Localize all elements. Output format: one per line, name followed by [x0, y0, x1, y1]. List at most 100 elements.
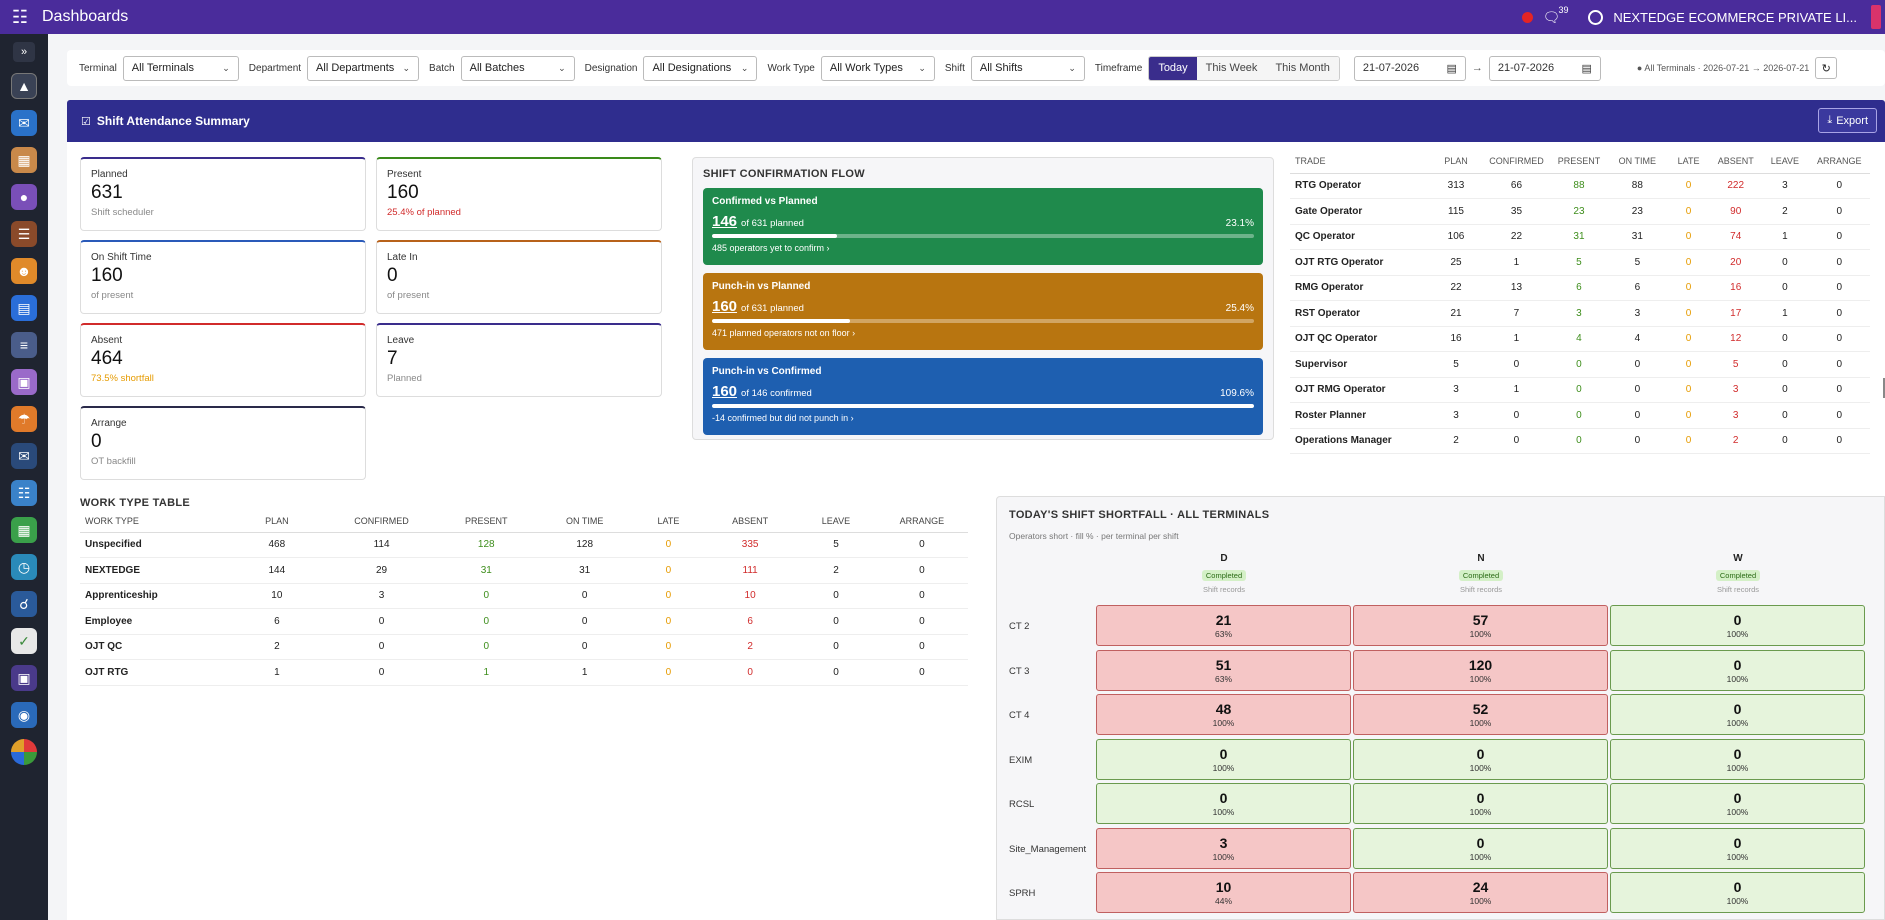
sliders-icon[interactable]: ≡ — [11, 332, 37, 358]
globe-icon[interactable]: ◉ — [11, 702, 37, 728]
refresh-icon[interactable]: ↻ — [1815, 57, 1838, 79]
flow-card-note[interactable]: -14 confirmed but did not punch in › — [712, 413, 854, 423]
document-icon[interactable]: ☰ — [11, 221, 37, 247]
flow-card-punchin-vs-confirmed[interactable]: Punch-in vs Confirmed 160 of 146 confirme… — [703, 358, 1263, 435]
scrollbar-thumb[interactable] — [1883, 378, 1885, 398]
column-header[interactable]: LATE — [632, 510, 705, 533]
table-row[interactable]: NEXTEDGE 144 29 31 31 0 111 2 0 — [80, 557, 968, 584]
shortfall-cell[interactable]: 21 63% — [1096, 605, 1351, 646]
batch-select[interactable]: All Batches ⌄ — [460, 55, 575, 81]
table-row[interactable]: Supervisor 5 0 0 0 0 5 0 0 — [1290, 351, 1870, 378]
shortfall-cell[interactable]: 52 100% — [1353, 694, 1608, 735]
column-header[interactable]: LEAVE — [796, 510, 876, 533]
report-icon[interactable]: ☷ — [11, 480, 37, 506]
table-row[interactable]: Gate Operator 115 35 23 23 0 90 2 0 — [1290, 198, 1870, 225]
table-row[interactable]: Unspecified 468 114 128 128 0 335 5 0 — [80, 532, 968, 558]
flow-card-punchin-vs-planned[interactable]: Punch-in vs Planned 160 of 631 planned 25… — [703, 273, 1263, 350]
table-row[interactable]: RST Operator 21 7 3 3 0 17 1 0 — [1290, 300, 1870, 327]
team-icon[interactable]: ● — [11, 184, 37, 210]
flow-card-value[interactable]: 160 — [712, 383, 738, 400]
column-header[interactable]: LATE — [1667, 150, 1711, 174]
clock-icon[interactable] — [1588, 9, 1604, 25]
column-header[interactable]: CONFIRMED — [1482, 150, 1551, 174]
shortfall-cell[interactable]: 24 100% — [1353, 872, 1608, 913]
mail-icon[interactable]: ✉ — [11, 110, 37, 136]
shortfall-cell[interactable]: 0 100% — [1610, 649, 1865, 691]
user-avatar[interactable] — [1871, 5, 1881, 29]
recording-dot-icon[interactable] — [1521, 11, 1533, 23]
work-type-select[interactable]: All Work Types ⌄ — [820, 55, 935, 81]
column-header[interactable]: PRESENT — [1550, 150, 1608, 174]
shortfall-cell[interactable]: 0 100% — [1610, 694, 1865, 735]
sidebar-expand-icon[interactable]: » — [13, 42, 35, 62]
table-row[interactable]: Roster Planner 3 0 0 0 0 3 0 0 — [1290, 402, 1870, 429]
shortfall-cell[interactable]: 0 100% — [1353, 738, 1608, 780]
checklist-icon[interactable]: ✓ — [11, 628, 37, 654]
shortfall-cell[interactable]: 3 100% — [1096, 827, 1351, 869]
column-header[interactable]: LEAVE — [1761, 150, 1809, 174]
timeframe-today[interactable]: Today — [1149, 56, 1197, 80]
shortfall-cell[interactable]: 0 100% — [1096, 738, 1351, 780]
column-header[interactable]: PLAN — [226, 510, 328, 533]
shortfall-cell[interactable]: 57 100% — [1353, 605, 1608, 646]
column-header[interactable]: CONFIRMED — [327, 510, 436, 533]
table-row[interactable]: QC Operator 106 22 31 31 0 74 1 0 — [1290, 224, 1870, 250]
timeframe-this-month[interactable]: This Month — [1266, 56, 1339, 80]
umbrella-icon[interactable]: ☂ — [11, 406, 37, 432]
calendar-icon[interactable]: ▤ — [11, 295, 37, 321]
column-header[interactable]: ON TIME — [536, 510, 633, 533]
flow-card-value[interactable]: 146 — [712, 213, 738, 230]
table-row[interactable]: Apprenticeship 10 3 0 0 0 10 0 0 — [80, 583, 968, 609]
shortfall-cell[interactable]: 0 100% — [1610, 605, 1865, 646]
table-row[interactable]: OJT RTG Operator 25 1 5 5 0 20 0 0 — [1290, 249, 1870, 276]
flow-card-note[interactable]: 485 operators yet to confirm › — [712, 243, 830, 253]
terminal-select[interactable]: All Terminals ⌄ — [122, 55, 239, 81]
message-icon[interactable]: ✉ — [11, 443, 37, 469]
pie-chart-icon[interactable] — [11, 739, 37, 765]
box-icon[interactable]: ▣ — [11, 369, 37, 395]
flow-card-note[interactable]: 471 planned operators not on floor › — [712, 328, 856, 338]
table-row[interactable]: OJT QC 2 0 0 0 0 2 0 0 — [80, 634, 968, 660]
table-row[interactable]: OJT RTG 1 0 1 1 0 0 0 0 — [80, 659, 968, 686]
media-icon[interactable]: ▣ — [11, 665, 37, 691]
shortfall-cell[interactable]: 0 100% — [1610, 783, 1865, 824]
headset-icon[interactable]: ☌ — [11, 591, 37, 617]
shortfall-cell[interactable]: 0 100% — [1610, 872, 1865, 913]
flow-card-value[interactable]: 160 — [712, 298, 738, 315]
department-select[interactable]: All Departments ⌄ — [307, 55, 420, 81]
spreadsheet-icon[interactable]: ▦ — [11, 517, 37, 543]
column-header[interactable]: ARRANGE — [875, 510, 968, 533]
network-icon[interactable]: ▲ — [11, 73, 37, 99]
column-header[interactable]: ARRANGE — [1808, 150, 1870, 174]
column-header[interactable]: ON TIME — [1607, 150, 1668, 174]
shortfall-cell[interactable]: 51 63% — [1096, 649, 1351, 691]
user-group-icon[interactable]: ☻ — [11, 258, 37, 284]
grid-app-icon[interactable]: ▦ — [11, 147, 37, 173]
column-header[interactable]: WORK TYPE — [80, 510, 227, 533]
date-to-input[interactable]: 21-07-2026 ▤ — [1488, 55, 1601, 81]
export-button[interactable]: ⤓ Export — [1818, 108, 1877, 133]
chat-icon[interactable]: 🗨 39 — [1542, 4, 1569, 25]
column-header[interactable]: ABSENT — [1710, 150, 1762, 174]
table-row[interactable]: OJT QC Operator 16 1 4 4 0 12 0 0 — [1290, 326, 1870, 352]
shortfall-cell[interactable]: 0 100% — [1353, 783, 1608, 824]
timeframe-this-week[interactable]: This Week — [1196, 56, 1267, 80]
shortfall-cell[interactable]: 0 100% — [1610, 827, 1865, 869]
table-row[interactable]: RTG Operator 313 66 88 88 0 222 3 0 — [1290, 173, 1870, 199]
apps-grid-icon[interactable]: ☷ — [11, 6, 29, 27]
table-row[interactable]: Employee 6 0 0 0 0 6 0 0 — [80, 608, 968, 635]
table-row[interactable]: RMG Operator 22 13 6 6 0 16 0 0 — [1290, 275, 1870, 301]
column-header[interactable]: PRESENT — [436, 510, 537, 533]
date-from-input[interactable]: 21-07-2026 ▤ — [1353, 55, 1466, 81]
clock-app-icon[interactable]: ◷ — [11, 554, 37, 580]
company-name[interactable]: NEXTEDGE ECOMMERCE PRIVATE LI... — [1613, 9, 1857, 25]
designation-select[interactable]: All Designations ⌄ — [643, 55, 758, 81]
shortfall-cell[interactable]: 10 44% — [1096, 872, 1351, 913]
shift-select[interactable]: All Shifts ⌄ — [970, 55, 1085, 81]
shortfall-cell[interactable]: 0 100% — [1610, 738, 1865, 780]
table-row[interactable]: OJT RMG Operator 3 1 0 0 0 3 0 0 — [1290, 377, 1870, 403]
column-header[interactable]: ABSENT — [704, 510, 797, 533]
table-row[interactable]: Operations Manager 2 0 0 0 0 2 0 0 — [1290, 428, 1870, 454]
column-header[interactable]: PLAN — [1429, 150, 1483, 174]
shortfall-cell[interactable]: 48 100% — [1096, 694, 1351, 735]
